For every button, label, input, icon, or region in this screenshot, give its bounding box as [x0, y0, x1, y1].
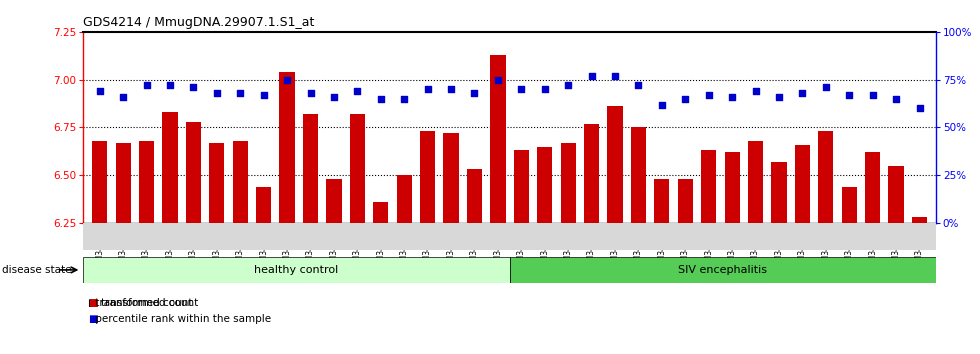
Point	[419, 86, 435, 92]
Bar	[655, 179, 669, 223]
Bar	[209, 143, 224, 223]
Text: GDS4214 / MmugDNA.29907.1.S1_at: GDS4214 / MmugDNA.29907.1.S1_at	[83, 16, 315, 29]
Text: percentile rank within the sample: percentile rank within the sample	[92, 314, 271, 324]
Bar	[510, 257, 936, 283]
Point	[373, 96, 389, 102]
Point	[561, 82, 576, 88]
Bar	[889, 166, 904, 223]
Point	[748, 88, 763, 94]
Bar	[748, 141, 763, 223]
Bar	[373, 202, 388, 223]
Bar	[514, 150, 529, 223]
Bar	[677, 179, 693, 223]
Bar	[116, 143, 130, 223]
Point	[654, 102, 669, 107]
Point	[630, 82, 646, 88]
Bar	[912, 217, 927, 223]
Bar	[279, 72, 295, 223]
Point	[396, 96, 412, 102]
Point	[818, 85, 834, 90]
Text: ■: ■	[88, 298, 98, 308]
Point	[771, 94, 787, 100]
Point	[116, 94, 131, 100]
Text: healthy control: healthy control	[255, 265, 338, 275]
Point	[466, 90, 482, 96]
Text: disease state: disease state	[2, 265, 72, 275]
Bar	[537, 147, 553, 223]
Point	[209, 90, 224, 96]
Point	[537, 86, 553, 92]
Bar	[818, 131, 833, 223]
Point	[256, 92, 271, 98]
Bar	[443, 133, 459, 223]
Point	[584, 73, 600, 79]
Point	[608, 73, 623, 79]
Bar	[303, 114, 318, 223]
Bar	[561, 143, 576, 223]
Bar	[608, 107, 622, 223]
Bar	[163, 112, 177, 223]
Point	[864, 92, 880, 98]
Point	[185, 85, 201, 90]
Text: ■: ■	[88, 314, 98, 324]
Bar	[83, 257, 510, 283]
Bar	[397, 175, 412, 223]
Bar	[701, 150, 716, 223]
Point	[888, 96, 904, 102]
Bar	[584, 124, 599, 223]
Point	[326, 94, 342, 100]
Point	[443, 86, 459, 92]
Point	[350, 88, 366, 94]
Point	[303, 90, 318, 96]
Point	[842, 92, 858, 98]
Bar	[771, 162, 787, 223]
Bar	[631, 127, 646, 223]
Text: transformed count: transformed count	[92, 298, 193, 308]
Bar	[256, 187, 271, 223]
Point	[677, 96, 693, 102]
Point	[139, 82, 155, 88]
Bar	[466, 170, 482, 223]
Point	[701, 92, 716, 98]
Bar	[92, 141, 107, 223]
Point	[92, 88, 108, 94]
Text: ■ transformed count: ■ transformed count	[88, 298, 198, 308]
Point	[490, 77, 506, 82]
Point	[911, 105, 927, 111]
Point	[724, 94, 740, 100]
Bar	[490, 55, 506, 223]
Point	[162, 82, 177, 88]
Point	[514, 86, 529, 92]
Bar	[186, 122, 201, 223]
Text: SIV encephalitis: SIV encephalitis	[678, 265, 767, 275]
Bar	[350, 114, 365, 223]
Bar	[724, 152, 740, 223]
Bar	[232, 141, 248, 223]
Bar	[842, 187, 857, 223]
Bar	[326, 179, 342, 223]
Point	[795, 90, 810, 96]
Point	[279, 77, 295, 82]
Bar	[795, 145, 810, 223]
Point	[232, 90, 248, 96]
Bar	[139, 141, 154, 223]
Bar	[865, 152, 880, 223]
Bar	[420, 131, 435, 223]
